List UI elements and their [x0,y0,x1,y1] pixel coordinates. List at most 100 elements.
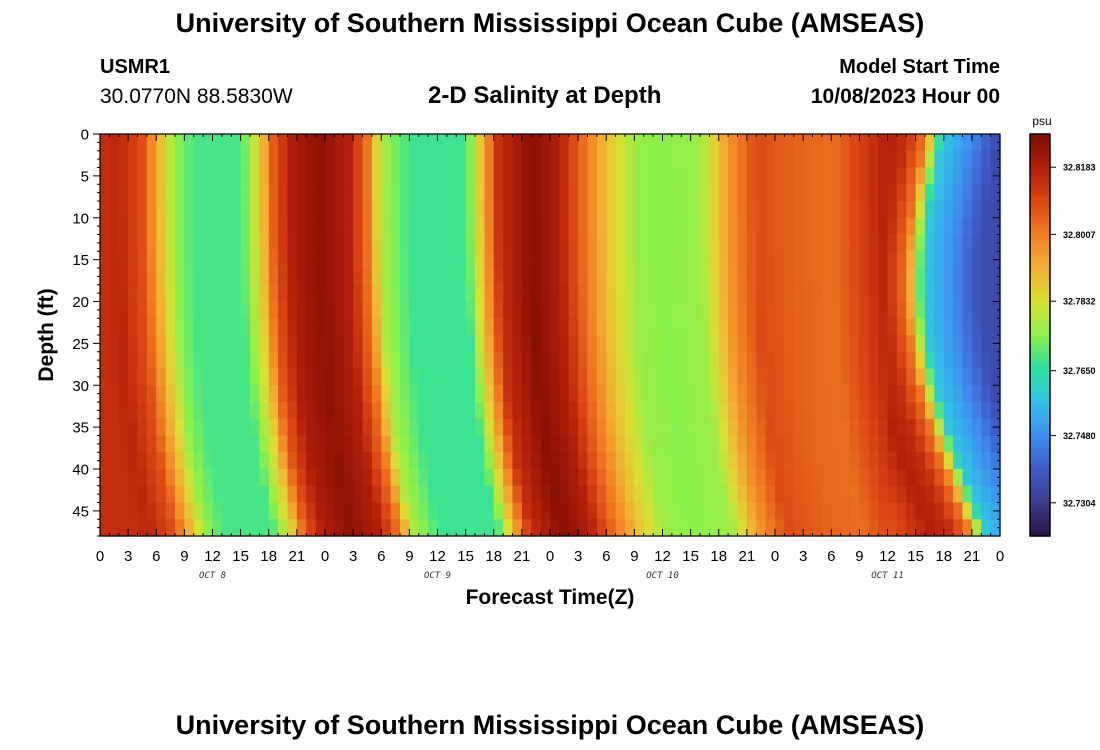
heatmap-cell [428,469,439,487]
heatmap-cell [587,402,598,420]
heatmap-cell [784,301,795,319]
heatmap-cell [681,134,692,152]
heatmap-cell [634,284,645,303]
heatmap-cell [887,402,898,420]
heatmap-cell [915,368,926,386]
heatmap-cell [165,418,176,437]
heatmap-cell [756,184,767,202]
heatmap-cell [390,418,401,437]
heatmap-cell [812,251,823,269]
heatmap-cell [475,402,485,420]
heatmap-cell [878,251,889,269]
heatmap-cell [887,435,898,453]
heatmap-cell [943,201,954,219]
heatmap-cell [137,234,148,252]
heatmap-cell [671,251,682,269]
heatmap-cell [728,284,739,303]
heatmap-cell [953,268,964,286]
heatmap-cell [700,201,710,219]
heatmap-cell [821,134,832,152]
heatmap-cell [296,368,307,386]
heatmap-cell [128,469,139,487]
heatmap-cell [700,435,710,453]
heatmap-cell [737,217,748,236]
heatmap-cell [521,519,532,537]
heatmap-cell [643,402,654,420]
heatmap-cell [728,452,739,470]
heatmap-cell [353,469,364,487]
heatmap-cell [793,485,804,504]
heatmap-cell [681,167,692,185]
x-tick-label: 12 [654,548,671,565]
heatmap-cell [446,452,457,470]
heatmap-cell [812,284,823,303]
heatmap-cell [934,402,945,420]
heatmap-cell [925,335,935,353]
heatmap-cell [250,318,260,336]
heatmap-cell [175,201,185,219]
heatmap-cell [756,251,767,269]
heatmap-cell [156,201,167,219]
heatmap-cell [784,150,795,169]
heatmap-cell [671,318,682,336]
heatmap-cell [896,335,907,353]
heatmap-cell [625,134,635,152]
heatmap-cell [840,335,851,353]
heatmap-cell [250,134,260,152]
heatmap-cell [981,385,992,403]
heatmap-cell [287,284,298,303]
heatmap-cell [325,502,335,520]
heatmap-cell [634,351,645,370]
heatmap-cell [793,167,804,185]
heatmap-cell [896,418,907,437]
heatmap-cell [165,335,176,353]
heatmap-cell [671,268,682,286]
heatmap-cell [456,134,467,152]
heatmap-cell [915,385,926,403]
heatmap-cell [559,385,570,403]
heatmap-cell [156,452,167,470]
heatmap-cell [531,385,542,403]
heatmap-cell [943,217,954,236]
heatmap-cell [915,268,926,286]
heatmap-cell [953,402,964,420]
heatmap-cell [221,134,232,152]
heatmap-cell [212,519,223,537]
heatmap-cell [381,485,392,504]
heatmap-cell [690,402,701,420]
heatmap-cell [550,385,560,403]
heatmap-cell [868,368,879,386]
heatmap-cell [896,217,907,236]
heatmap-cell [615,217,626,236]
x-tick-label: 6 [602,548,610,565]
heatmap-cell [550,402,560,420]
heatmap-cell [906,251,917,269]
heatmap-cell [334,435,345,453]
heatmap-cell [850,418,860,437]
heatmap-cell [156,502,167,520]
heatmap-cell [681,217,692,236]
heatmap-cell [887,284,898,303]
heatmap-cell [212,201,223,219]
heatmap-cell [381,435,392,453]
heatmap-cell [184,150,195,169]
heatmap-cell [334,217,345,236]
heatmap-cell [343,217,354,236]
heatmap-cell [278,485,289,504]
heatmap-cell [765,519,776,537]
heatmap-cell [662,452,673,470]
heatmap-cell [971,452,982,470]
heatmap-cell [681,485,692,504]
y-tick-label: 25 [72,336,89,353]
heatmap-cell [531,251,542,269]
heatmap-cell [287,351,298,370]
x-tick-label: 0 [996,548,1004,565]
heatmap-cell [709,402,720,420]
heatmap-cell [250,301,260,319]
heatmap-cell [606,452,617,470]
heatmap-cell [240,251,251,269]
heatmap-cell [550,284,560,303]
heatmap-cell [568,368,579,386]
heatmap-cell [437,452,448,470]
heatmap-cell [231,301,242,319]
